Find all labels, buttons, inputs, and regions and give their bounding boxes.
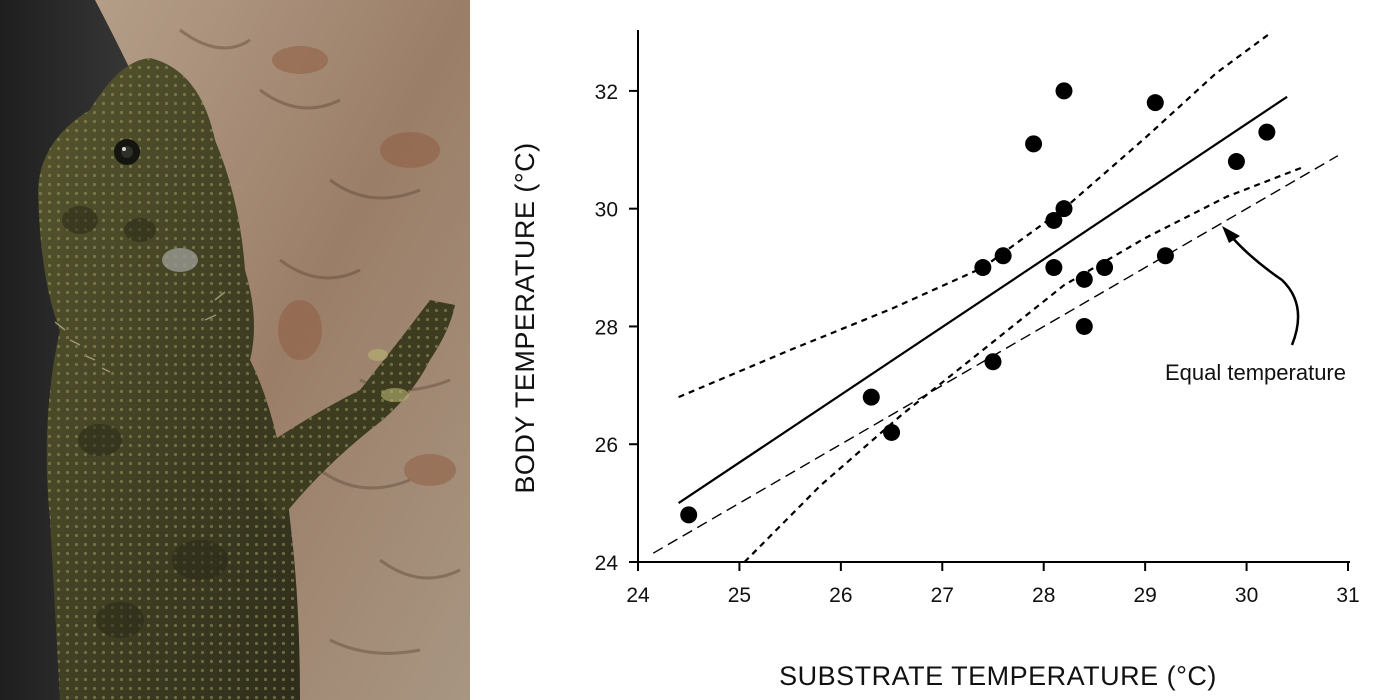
y-axis-title: BODY TEMPERATURE (°C) — [510, 142, 540, 493]
y-tick-label: 24 — [595, 552, 619, 575]
x-tick-label: 25 — [728, 584, 751, 607]
data-point — [1025, 135, 1043, 153]
chart-lines — [652, 31, 1339, 563]
annotation-arrowhead — [1222, 226, 1240, 243]
y-tick-label: 26 — [595, 434, 618, 457]
annotation-arrow — [1229, 234, 1300, 346]
x-tick-label: 29 — [1133, 584, 1156, 607]
data-point — [862, 388, 880, 406]
x-tick-label: 26 — [829, 584, 852, 607]
y-tick-label: 28 — [595, 316, 618, 339]
data-point — [1146, 94, 1164, 112]
lizard-photo-illustration — [0, 0, 470, 700]
y-tick-label: 30 — [595, 199, 618, 222]
data-point — [680, 506, 698, 524]
x-tick-label: 27 — [931, 584, 954, 607]
data-point — [1075, 317, 1093, 335]
annotation-label: Equal temperature — [1165, 360, 1346, 385]
confidence-band-lower — [743, 166, 1303, 563]
data-point — [1227, 153, 1245, 171]
data-point — [1156, 247, 1174, 265]
data-point — [974, 259, 992, 277]
x-tick-label: 24 — [626, 584, 650, 607]
x-tick-label: 31 — [1336, 584, 1359, 607]
data-point — [984, 353, 1002, 371]
chart-canvas: 24 25 26 27 28 29 30 31 24 26 28 30 32 Equal tempera… — [510, 30, 1360, 691]
confidence-band-upper — [678, 31, 1273, 399]
data-point — [1055, 200, 1073, 218]
data-points — [680, 82, 1276, 524]
scatter-chart: 24 25 26 27 28 29 30 31 24 26 28 30 32 Equal tempera… — [470, 0, 1374, 700]
data-point — [1055, 82, 1073, 100]
axis-ticks: 24 25 26 27 28 29 30 31 24 26 28 30 32 — [595, 81, 1360, 607]
x-tick-label: 28 — [1032, 584, 1055, 607]
data-point — [1258, 123, 1276, 141]
data-point — [1075, 270, 1093, 288]
data-point — [1045, 211, 1063, 229]
lizard-photo — [0, 0, 470, 700]
x-tick-label: 30 — [1235, 584, 1258, 607]
regression-line — [677, 95, 1288, 505]
data-point — [1096, 259, 1114, 277]
data-point — [883, 423, 901, 441]
data-point — [1045, 259, 1063, 277]
y-tick-label: 32 — [595, 81, 618, 104]
data-point — [994, 247, 1012, 265]
x-axis-title: SUBSTRATE TEMPERATURE (°C) — [779, 661, 1217, 691]
